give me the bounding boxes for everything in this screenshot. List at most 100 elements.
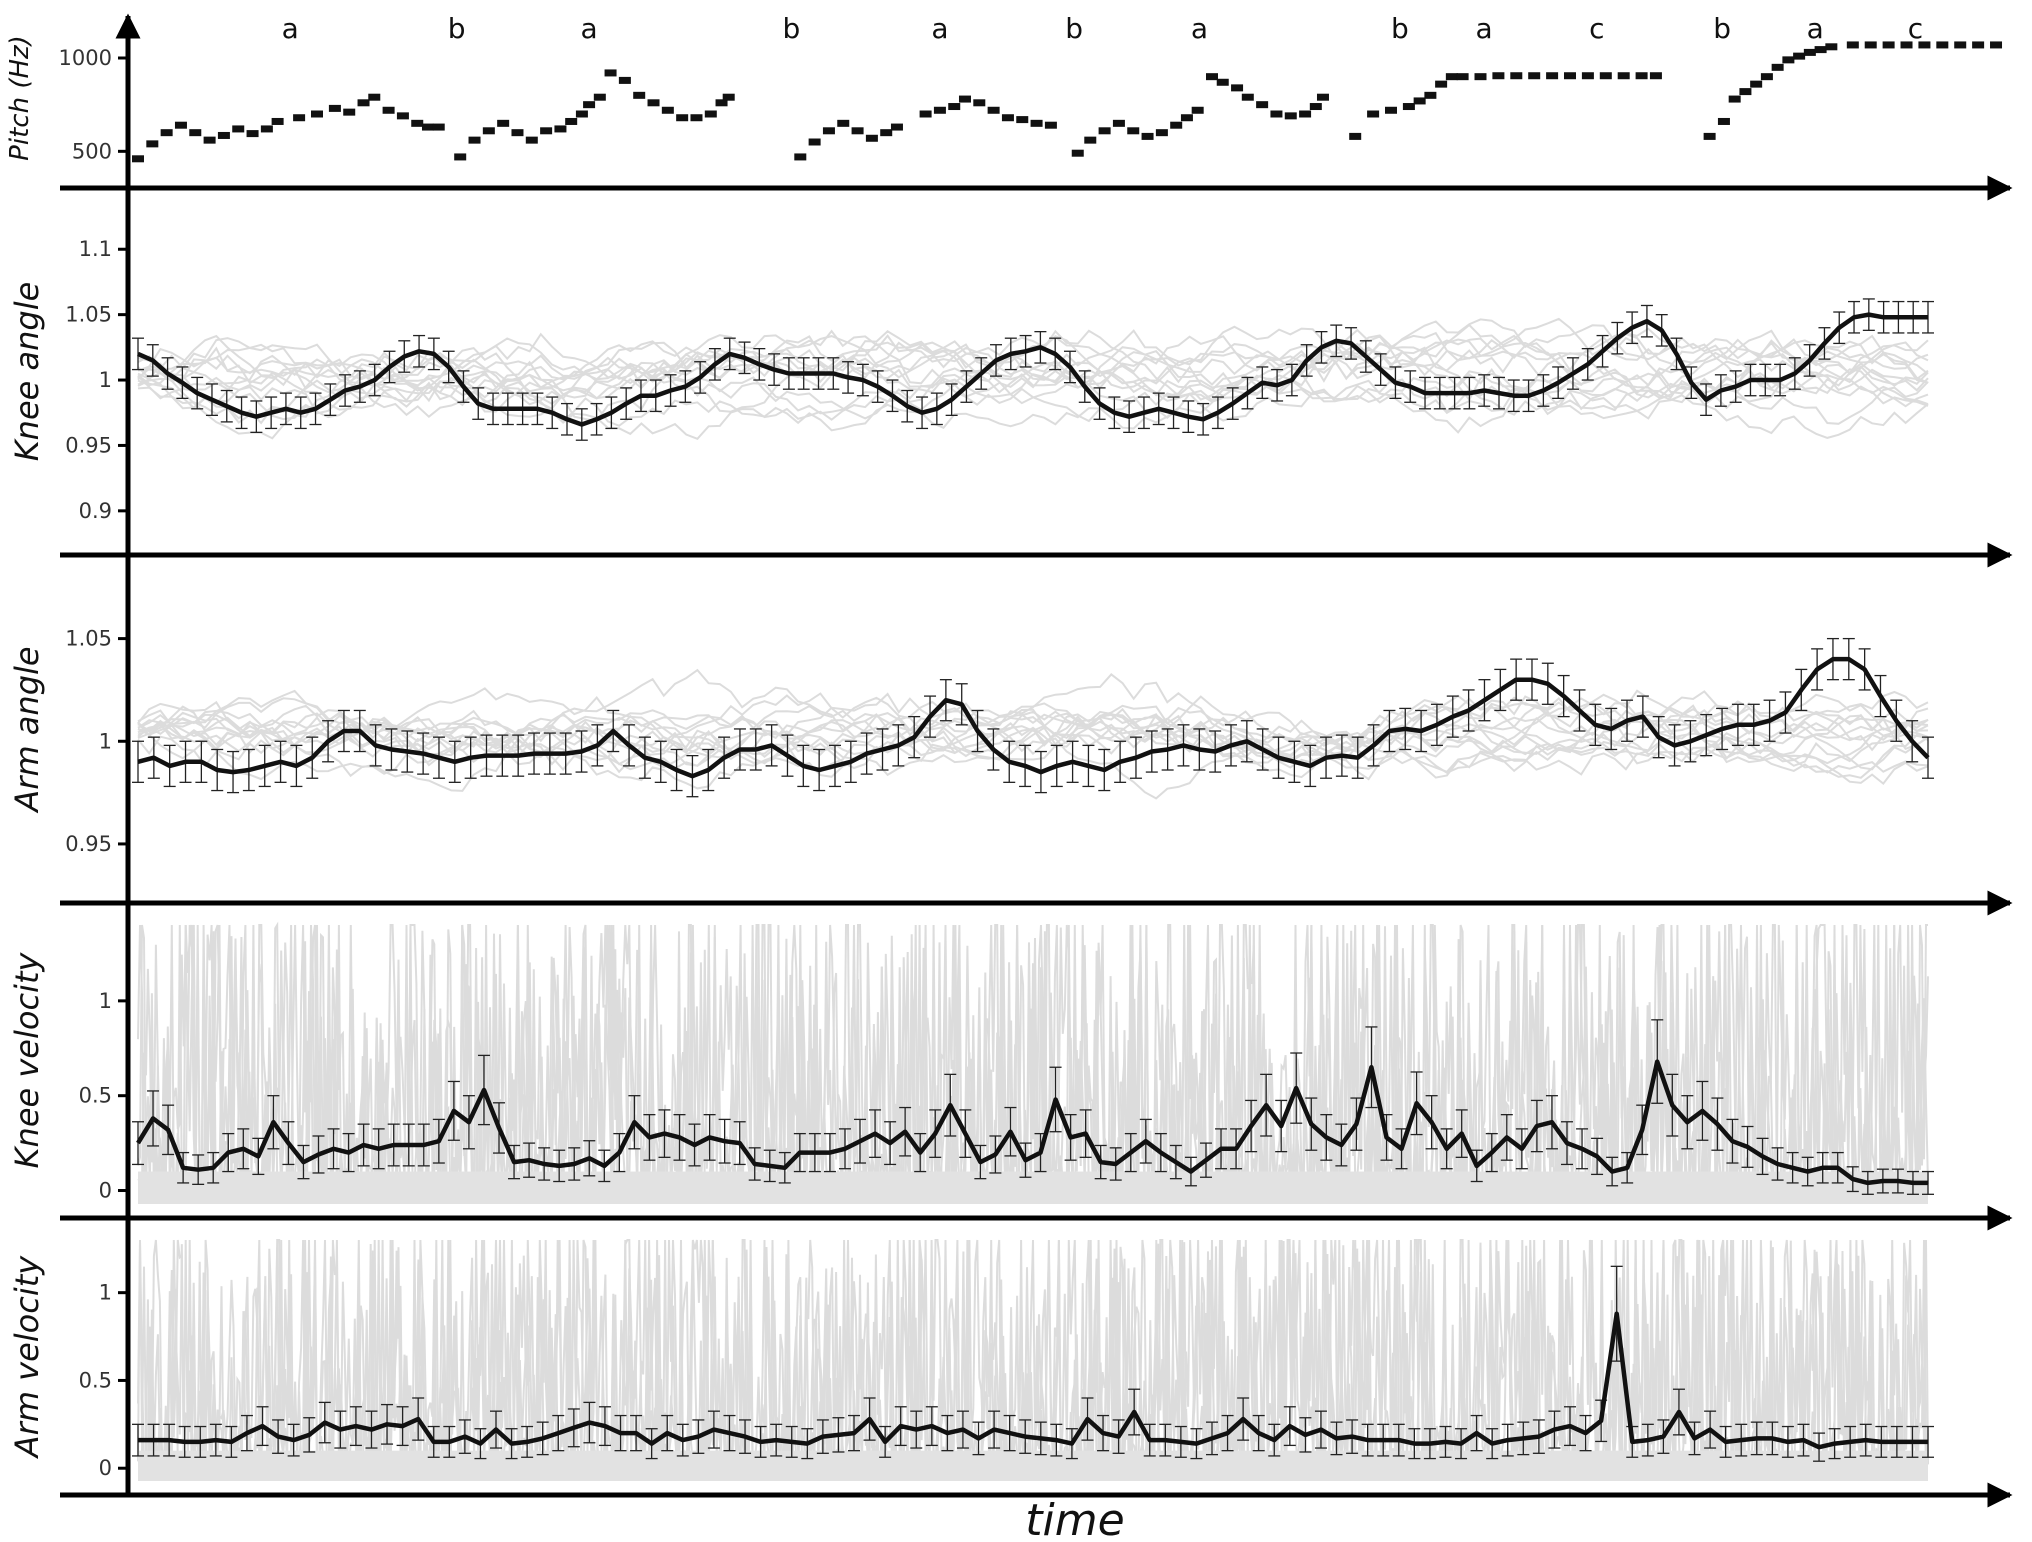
- pitch-mark: [1900, 41, 1913, 49]
- pitch-mark: [593, 93, 606, 101]
- pitch-mark: [1445, 73, 1458, 81]
- pitch-mark: [1803, 48, 1816, 56]
- pitch-mark: [368, 93, 381, 101]
- pitch-mark: [1456, 73, 1469, 81]
- trial-traces-arm_angle: [137, 668, 1929, 800]
- pitch-mark: [808, 138, 821, 146]
- pitch-mark: [1270, 110, 1283, 118]
- pitch-mark: [1385, 106, 1397, 114]
- trial-trace: [137, 690, 1929, 774]
- y-tick-label: 1: [99, 989, 112, 1013]
- pitch-mark: [396, 112, 409, 120]
- panel-arm_velocity: 0 0.5 1 Arm velocity: [8, 1239, 2013, 1508]
- panel-pitch: 500 1000 Pitch (Hz) a b a b a b a b a c b a c: [5, 12, 2013, 201]
- segment-label: a: [282, 12, 299, 45]
- pitch-mark: [1309, 103, 1322, 111]
- y-tick-label: 0: [99, 1456, 112, 1480]
- pitch-mark: [1206, 73, 1218, 81]
- pitch-mark: [232, 125, 245, 133]
- y-tick-label: 0.5: [79, 1084, 112, 1108]
- pitch-mark: [794, 153, 807, 161]
- pitch-mark: [189, 129, 202, 137]
- y-tick-label: 0.5: [79, 1368, 112, 1392]
- pitch-mark: [132, 155, 144, 163]
- pitch-mark: [1581, 72, 1594, 80]
- pitch-mark: [1349, 132, 1362, 140]
- pitch-mark: [468, 136, 481, 144]
- pitch-mark: [604, 69, 617, 77]
- pitch-mark: [647, 99, 660, 107]
- pitch-mark: [690, 114, 703, 122]
- trial-traces-arm_velocity: [137, 1239, 1929, 1481]
- y-axis-title-arm_velocity: Arm velocity: [8, 1255, 46, 1460]
- panel-knee_angle: 0.9 0.95 1 1.05 1.1 Knee angle: [8, 237, 2013, 568]
- y-tick-label: 0.9: [79, 499, 112, 523]
- pitch-mark: [1191, 106, 1204, 114]
- pitch-mark: [1170, 121, 1183, 129]
- pitch-mark: [1793, 52, 1806, 60]
- y-tick-label: 1000: [59, 46, 112, 70]
- pitch-mark: [1864, 41, 1877, 49]
- y-axis-title-pitch: Pitch (Hz): [5, 35, 35, 161]
- pitch-mark: [1030, 119, 1043, 127]
- pitch-mark: [1825, 43, 1838, 51]
- pitch-mark: [1750, 80, 1763, 88]
- pitch-mark: [432, 123, 445, 131]
- pitch-mark: [1739, 88, 1752, 96]
- panels-group: 500 1000 Pitch (Hz) a b a b a b a b a c b a c 0.9 0.95 1 1.…: [5, 12, 2013, 1508]
- trial-band: [138, 1450, 1928, 1481]
- pitch-mark: [1402, 103, 1415, 111]
- pitch-mark: [633, 91, 646, 99]
- segment-label: b: [782, 12, 800, 45]
- pitch-mark: [1241, 93, 1254, 101]
- pitch-mark: [1424, 91, 1437, 99]
- pitch-mark: [146, 140, 159, 148]
- segment-label: c: [1589, 12, 1604, 45]
- trial-traces-knee_velocity: [137, 921, 1929, 1204]
- pitch-mark: [1717, 117, 1730, 125]
- trial-trace: [137, 689, 1929, 773]
- pitch-mark: [1256, 101, 1269, 109]
- trial-trace: [137, 329, 1929, 416]
- pitch-mark: [411, 119, 424, 127]
- segment-label: c: [1908, 12, 1923, 45]
- segment-label: a: [1807, 12, 1824, 45]
- mean-line-arm_velocity: [138, 1311, 1928, 1450]
- x-axis-title: time: [1025, 1495, 1124, 1542]
- pitch-mark: [217, 131, 230, 139]
- pitch-mark: [880, 129, 893, 137]
- pitch-mark: [1413, 97, 1426, 105]
- pitch-mark: [919, 110, 932, 118]
- pitch-mark: [1703, 132, 1716, 140]
- pitch-mark: [1771, 63, 1784, 71]
- segment-label: a: [1475, 12, 1492, 45]
- segment-label: a: [1191, 12, 1208, 45]
- y-tick-label: 1.1: [79, 237, 112, 261]
- segment-label: a: [931, 12, 948, 45]
- pitch-mark: [271, 117, 284, 125]
- pitch-mark: [1112, 119, 1125, 127]
- pitch-mark: [1728, 95, 1741, 103]
- pitch-mark: [1474, 73, 1487, 81]
- pitch-mark: [973, 99, 986, 107]
- pitch-mark: [311, 110, 323, 118]
- pitch-mark: [1546, 72, 1559, 80]
- segment-label: b: [1391, 12, 1409, 45]
- pitch-mark: [837, 119, 850, 127]
- pitch-mark: [1141, 132, 1154, 140]
- pitch-mark: [1782, 56, 1795, 64]
- pitch-mark: [1001, 114, 1014, 122]
- y-tick-label: 500: [72, 139, 112, 163]
- pitch-mark: [328, 104, 341, 112]
- pitch-mark: [865, 134, 878, 142]
- y-tick-label: 1: [99, 1281, 112, 1305]
- pitch-mark: [1972, 41, 1985, 49]
- pitch-mark: [1564, 72, 1576, 80]
- pitch-mark: [511, 129, 524, 137]
- panel-knee_velocity: 0 0.5 1 Knee velocity: [8, 921, 2013, 1231]
- pitch-mark: [1180, 114, 1193, 122]
- pitch-mark: [1760, 73, 1773, 81]
- trial-trace: [137, 697, 1929, 779]
- pitch-mark: [1528, 72, 1541, 80]
